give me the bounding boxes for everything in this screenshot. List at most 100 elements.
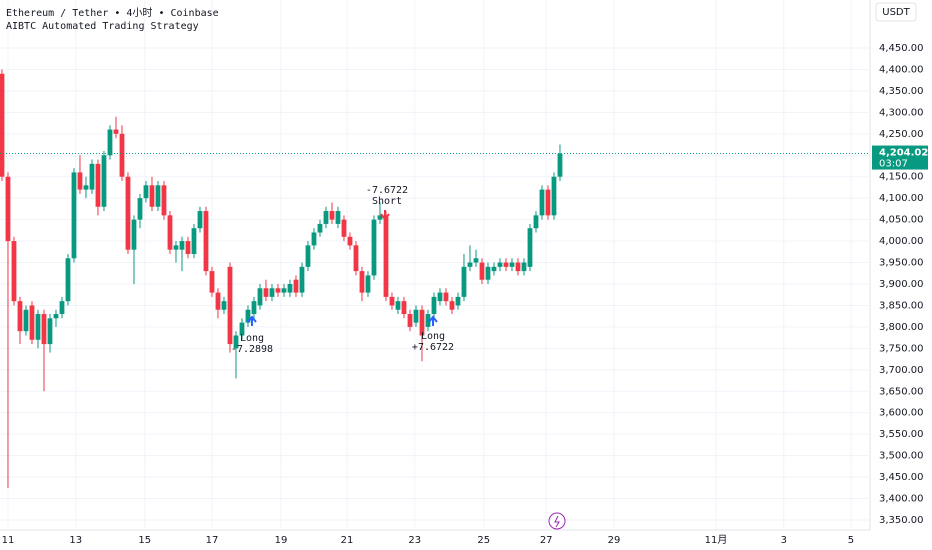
candle-body bbox=[485, 266, 491, 280]
candle-body bbox=[299, 266, 305, 293]
candle-body bbox=[341, 219, 347, 237]
candle-body bbox=[551, 176, 557, 216]
y-tick-label: 3,450.00 bbox=[879, 472, 924, 483]
candle-body bbox=[191, 228, 197, 254]
x-tick-label: 19 bbox=[275, 535, 288, 546]
candle-body bbox=[227, 266, 233, 345]
x-tick-label: 21 bbox=[341, 535, 354, 546]
candle-body bbox=[173, 245, 179, 250]
x-tick-label: 23 bbox=[408, 535, 421, 546]
candle-body bbox=[401, 301, 407, 315]
y-tick-label: 3,800.00 bbox=[879, 322, 924, 333]
y-tick-label: 3,900.00 bbox=[879, 279, 924, 290]
x-tick-label: 11月 bbox=[705, 534, 728, 546]
candle-body bbox=[263, 288, 269, 297]
x-tick-label: 17 bbox=[206, 535, 219, 546]
y-tick-label: 4,000.00 bbox=[879, 236, 924, 247]
candle-body bbox=[455, 296, 461, 306]
candle-body bbox=[329, 211, 335, 220]
x-tick-label: 5 bbox=[848, 535, 854, 546]
candle-body bbox=[449, 301, 455, 310]
candle-body bbox=[209, 271, 215, 293]
plot bbox=[0, 69, 870, 488]
candle-body bbox=[215, 292, 221, 310]
y-tick-label: 4,450.00 bbox=[879, 43, 924, 54]
x-tick-label: 15 bbox=[138, 535, 151, 546]
candle-body bbox=[203, 211, 209, 272]
candle-body bbox=[311, 232, 317, 246]
candle-body bbox=[539, 189, 545, 216]
grid bbox=[0, 0, 870, 530]
long-arrow bbox=[428, 315, 438, 326]
candle-body bbox=[425, 314, 431, 327]
candle-body bbox=[347, 236, 353, 246]
signal-pnl: -7.6722 bbox=[366, 185, 408, 196]
candle-body bbox=[185, 241, 191, 254]
candle-body bbox=[167, 215, 173, 250]
candle-body bbox=[269, 288, 275, 297]
candle-body bbox=[557, 153, 563, 177]
candle-body bbox=[467, 262, 473, 267]
y-tick-label: 3,550.00 bbox=[879, 429, 924, 440]
y-tick-label: 3,950.00 bbox=[879, 258, 924, 269]
candle-body bbox=[503, 262, 509, 267]
candle-body bbox=[17, 301, 23, 332]
candle-body bbox=[233, 335, 239, 349]
y-tick-label: 3,600.00 bbox=[879, 408, 924, 419]
candle-body bbox=[71, 172, 77, 259]
candle-body bbox=[473, 258, 479, 263]
candle-body bbox=[5, 176, 11, 242]
y-tick-label: 3,400.00 bbox=[879, 494, 924, 505]
candle-body bbox=[437, 292, 443, 302]
candle-body bbox=[275, 288, 281, 293]
candle-body bbox=[149, 185, 155, 207]
candle-body bbox=[125, 176, 131, 250]
candle-body bbox=[137, 198, 143, 220]
candle-body bbox=[479, 262, 485, 280]
candle-body bbox=[353, 245, 359, 272]
candle-body bbox=[365, 275, 371, 293]
candle-body bbox=[527, 228, 533, 267]
candle-body bbox=[335, 211, 341, 224]
strategy-name: AIBTC Automated Trading Strategy bbox=[6, 21, 199, 32]
y-tick-label: 3,350.00 bbox=[879, 515, 924, 526]
currency-button[interactable] bbox=[875, 2, 917, 22]
candle-body bbox=[59, 301, 65, 315]
candle-body bbox=[179, 241, 185, 250]
candle-body bbox=[83, 185, 89, 190]
x-tick-label: 25 bbox=[477, 535, 490, 546]
x-tick-label: 27 bbox=[540, 535, 553, 546]
x-tick-label: 3 bbox=[781, 535, 787, 546]
x-tick-label: 29 bbox=[608, 535, 621, 546]
candle-body bbox=[53, 314, 59, 319]
candle-body bbox=[35, 314, 41, 340]
currency-label: USDT bbox=[882, 7, 910, 18]
candle-body bbox=[251, 301, 257, 315]
candle-body bbox=[257, 288, 263, 306]
candle-body bbox=[11, 241, 17, 302]
y-tick-label: 4,250.00 bbox=[879, 129, 924, 140]
y-tick-label: 3,500.00 bbox=[879, 451, 924, 462]
candle-body bbox=[101, 155, 107, 207]
candle-body bbox=[89, 163, 95, 190]
last-price-tag bbox=[872, 145, 928, 170]
last-price-label: 4,204.02 bbox=[879, 148, 928, 159]
long-arrow bbox=[247, 315, 257, 326]
signal-side: Long bbox=[421, 331, 445, 342]
candle-body bbox=[515, 262, 521, 272]
candle-body bbox=[323, 211, 329, 224]
candle-body bbox=[29, 305, 35, 340]
candle-body bbox=[41, 314, 47, 345]
candle-body bbox=[359, 271, 365, 293]
candle-body bbox=[533, 215, 539, 229]
candle-body bbox=[389, 296, 395, 306]
signal-pnl: -7.2898 bbox=[231, 344, 273, 355]
symbol-title: Ethereum / Tether • 4小时 • Coinbase bbox=[6, 7, 219, 19]
event-icon[interactable] bbox=[548, 512, 566, 530]
y-tick-label: 3,650.00 bbox=[879, 386, 924, 397]
short-arrow bbox=[380, 210, 390, 221]
candle-body bbox=[377, 215, 383, 220]
candle-body bbox=[221, 301, 227, 310]
candle-body bbox=[77, 172, 83, 190]
candle-body bbox=[431, 296, 437, 315]
